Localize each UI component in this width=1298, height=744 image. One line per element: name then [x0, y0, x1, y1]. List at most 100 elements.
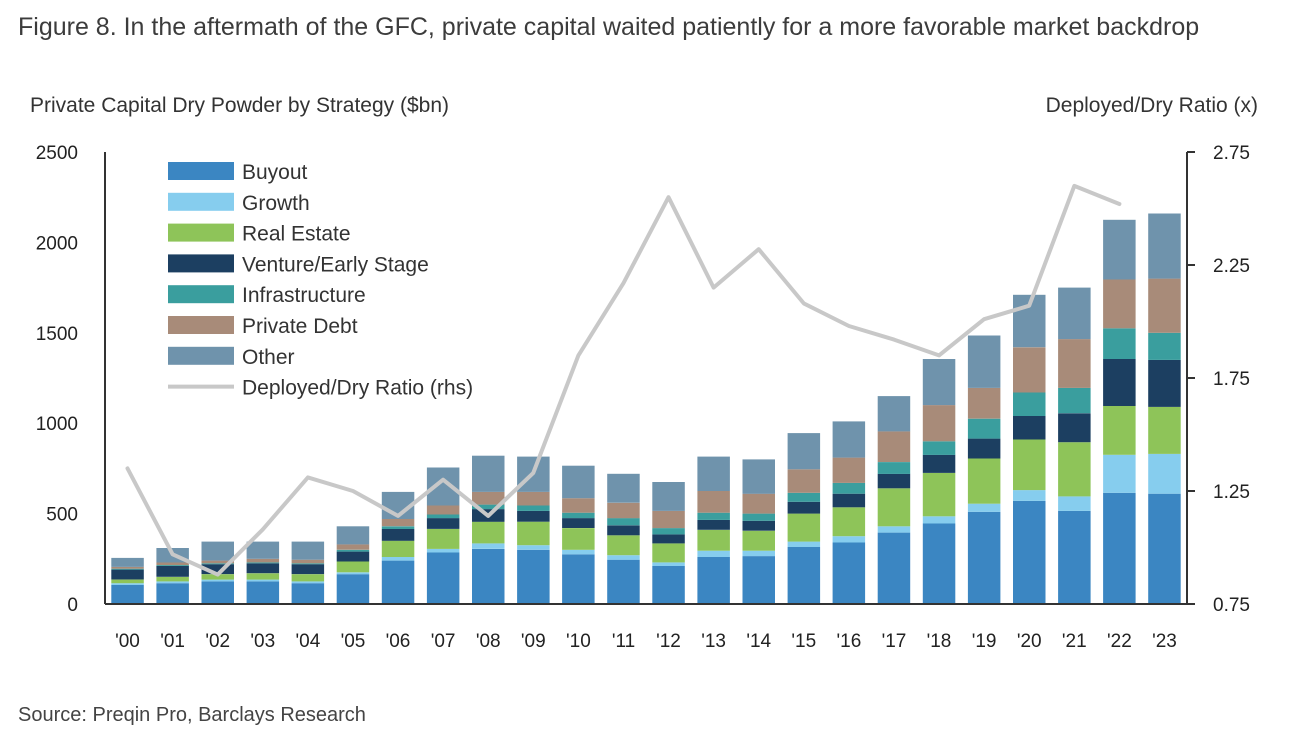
bar-buyout-13	[697, 557, 730, 604]
bar-buyout-14	[742, 556, 775, 604]
legend-swatch-growth	[168, 192, 234, 211]
bar-other-0	[111, 557, 144, 567]
bar-infrastructure-15	[787, 492, 821, 502]
legend-swatch-buyout	[168, 162, 234, 180]
bar-infrastructure-20	[1013, 392, 1046, 416]
bar-private-debt-20	[1013, 347, 1046, 393]
bar-other-13	[697, 456, 730, 491]
bar-private-debt-10	[562, 498, 595, 513]
bar-infrastructure-19	[967, 418, 1001, 439]
bar-real-estate-0	[111, 579, 144, 584]
bar-venture-early-stage-0	[111, 569, 144, 580]
bar-infrastructure-9	[517, 505, 550, 511]
bar-real-estate-2	[201, 574, 234, 580]
bar-other-11	[607, 473, 640, 503]
legend-swatch-venture-early-stage	[168, 254, 234, 273]
x-tick-label: '09	[521, 631, 546, 652]
bar-growth-10	[562, 549, 595, 555]
legend-swatch-other	[168, 346, 234, 365]
bar-venture-early-stage-21	[1058, 413, 1091, 443]
bar-growth-1	[156, 581, 189, 584]
x-tick-label: '01	[160, 631, 185, 652]
bar-real-estate-17	[877, 488, 911, 527]
bar-venture-early-stage-18	[922, 454, 956, 473]
bar-private-debt-8	[472, 491, 505, 505]
bar-infrastructure-11	[607, 518, 640, 526]
x-tick-label: '23	[1152, 631, 1177, 652]
x-tick-label: '04	[296, 631, 321, 652]
bar-real-estate-7	[426, 529, 460, 549]
bar-growth-3	[246, 579, 280, 582]
bar-other-21	[1058, 287, 1091, 340]
bar-real-estate-3	[246, 573, 280, 580]
right-axis-title: Deployed/Dry Ratio (x)	[1045, 94, 1258, 117]
bar-infrastructure-17	[877, 462, 911, 474]
x-tick-label: '11	[612, 631, 635, 652]
bar-venture-early-stage-7	[426, 518, 460, 529]
bar-infrastructure-5	[336, 549, 370, 552]
bar-growth-16	[832, 536, 866, 543]
bar-private-debt-16	[832, 457, 866, 483]
bar-real-estate-8	[472, 521, 505, 544]
figure-title: Figure 8. In the aftermath of the GFC, p…	[18, 13, 1200, 41]
bar-private-debt-15	[787, 469, 821, 493]
bar-venture-early-stage-12	[652, 534, 685, 544]
bar-buyout-10	[562, 554, 595, 604]
y-tick-label: 1500	[36, 324, 78, 345]
legend-label-ratio: Deployed/Dry Ratio (rhs)	[242, 377, 473, 400]
x-tick-label: '10	[566, 631, 591, 652]
dry-powder-chart: 0 500 1000 1500 2000 2500 0.75 1.25 1.75 2.25 2.75…	[36, 143, 1250, 652]
bar-other-5	[336, 526, 370, 545]
bar-growth-23	[1148, 453, 1181, 494]
bar-venture-early-stage-19	[967, 438, 1001, 459]
bar-other-16	[832, 421, 866, 458]
bar-real-estate-18	[922, 472, 956, 517]
bar-private-debt-11	[607, 502, 640, 519]
bar-infrastructure-10	[562, 512, 595, 519]
bar-other-12	[652, 482, 685, 511]
bar-buyout-18	[922, 523, 956, 604]
bar-infrastructure-2	[201, 563, 234, 565]
bar-private-debt-5	[336, 544, 370, 550]
bar-growth-8	[472, 543, 505, 549]
bar-venture-early-stage-2	[201, 564, 234, 575]
x-tick-label: '13	[701, 631, 726, 652]
bar-growth-0	[111, 583, 144, 585]
bar-other-10	[562, 465, 595, 499]
bar-infrastructure-21	[1058, 387, 1091, 414]
bar-growth-9	[517, 545, 550, 550]
bar-other-14	[742, 459, 775, 494]
legend-label-other: Other	[242, 346, 295, 369]
bar-private-debt-14	[742, 493, 775, 514]
bar-growth-13	[697, 550, 730, 557]
bar-infrastructure-8	[472, 504, 505, 510]
bar-real-estate-20	[1013, 439, 1046, 491]
bar-buyout-7	[426, 552, 460, 604]
y2-tick-label: 0.75	[1213, 595, 1250, 616]
bar-infrastructure-22	[1103, 328, 1136, 359]
y-tick-label: 0	[67, 595, 78, 616]
bar-venture-early-stage-11	[607, 525, 640, 536]
bar-venture-early-stage-22	[1103, 359, 1136, 406]
bar-growth-12	[652, 562, 685, 566]
y2-tick-label: 2.75	[1213, 143, 1250, 164]
bar-real-estate-13	[697, 529, 730, 551]
bar-venture-early-stage-15	[787, 501, 821, 514]
bar-buyout-12	[652, 566, 685, 604]
bar-venture-early-stage-10	[562, 518, 595, 528]
x-tick-label: '05	[341, 631, 366, 652]
bar-buyout-0	[111, 585, 144, 604]
bar-growth-17	[877, 526, 911, 533]
bar-real-estate-11	[607, 535, 640, 556]
y-tick-label: 2000	[36, 233, 78, 254]
bar-venture-early-stage-9	[517, 510, 550, 522]
bar-buyout-16	[832, 542, 866, 604]
x-tick-label: '22	[1107, 631, 1132, 652]
bar-venture-early-stage-16	[832, 493, 866, 508]
bar-real-estate-15	[787, 513, 821, 542]
bar-venture-early-stage-23	[1148, 359, 1181, 407]
bar-buyout-2	[201, 581, 234, 604]
bar-buyout-17	[877, 532, 911, 604]
bar-growth-20	[1013, 490, 1046, 501]
legend-swatch-real-estate	[168, 223, 234, 242]
